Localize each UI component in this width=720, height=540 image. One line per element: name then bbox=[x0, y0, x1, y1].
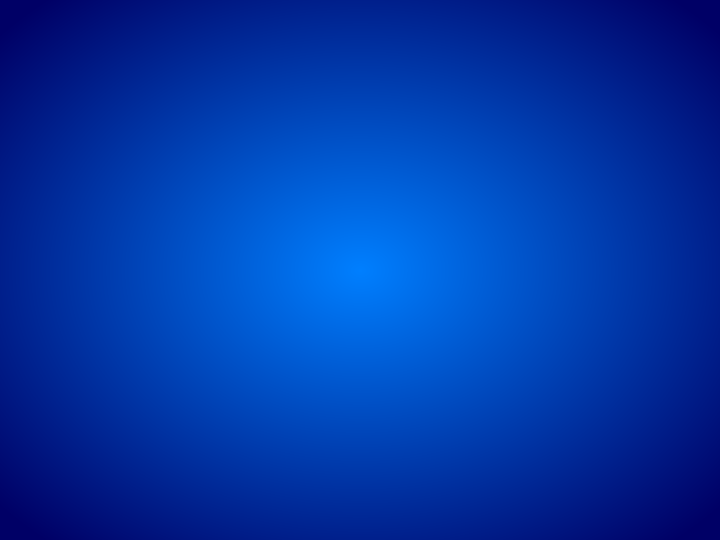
Text: INCISORS: INCISORS bbox=[426, 302, 485, 313]
Text: 🦅: 🦅 bbox=[611, 502, 620, 516]
Text: MILK TEETH: MILK TEETH bbox=[235, 248, 356, 267]
FancyBboxPatch shape bbox=[173, 235, 418, 281]
Ellipse shape bbox=[241, 440, 347, 487]
FancyBboxPatch shape bbox=[169, 230, 547, 529]
Text: MOLARS: MOLARS bbox=[426, 428, 479, 438]
Text: Kerala State: Kerala State bbox=[620, 518, 662, 524]
Text: •First set of teeth to be seen in mouth are called: •First set of teeth to be seen in mouth … bbox=[36, 153, 534, 171]
Text: tImsf Z’-nc (]mA¸-Ãp-IÄ): tImsf Z’-nc (]mA¸-Ãp-IÄ) bbox=[207, 90, 513, 116]
Text: MOLARS: MOLARS bbox=[426, 350, 479, 360]
Text: INCISORS: INCISORS bbox=[426, 494, 485, 504]
Text: primary or deciduous dentition: primary or deciduous dentition bbox=[50, 193, 366, 212]
Text: CANINE: CANINE bbox=[426, 326, 473, 336]
Text: PRIMARY OR DECIDUOUS DENTITION: PRIMARY OR DECIDUOUS DENTITION bbox=[48, 23, 672, 52]
Ellipse shape bbox=[211, 421, 377, 505]
FancyBboxPatch shape bbox=[590, 470, 698, 524]
Ellipse shape bbox=[247, 313, 341, 373]
Text: CANINE: CANINE bbox=[426, 464, 473, 474]
Text: ida: ida bbox=[639, 498, 678, 519]
Ellipse shape bbox=[215, 299, 373, 394]
